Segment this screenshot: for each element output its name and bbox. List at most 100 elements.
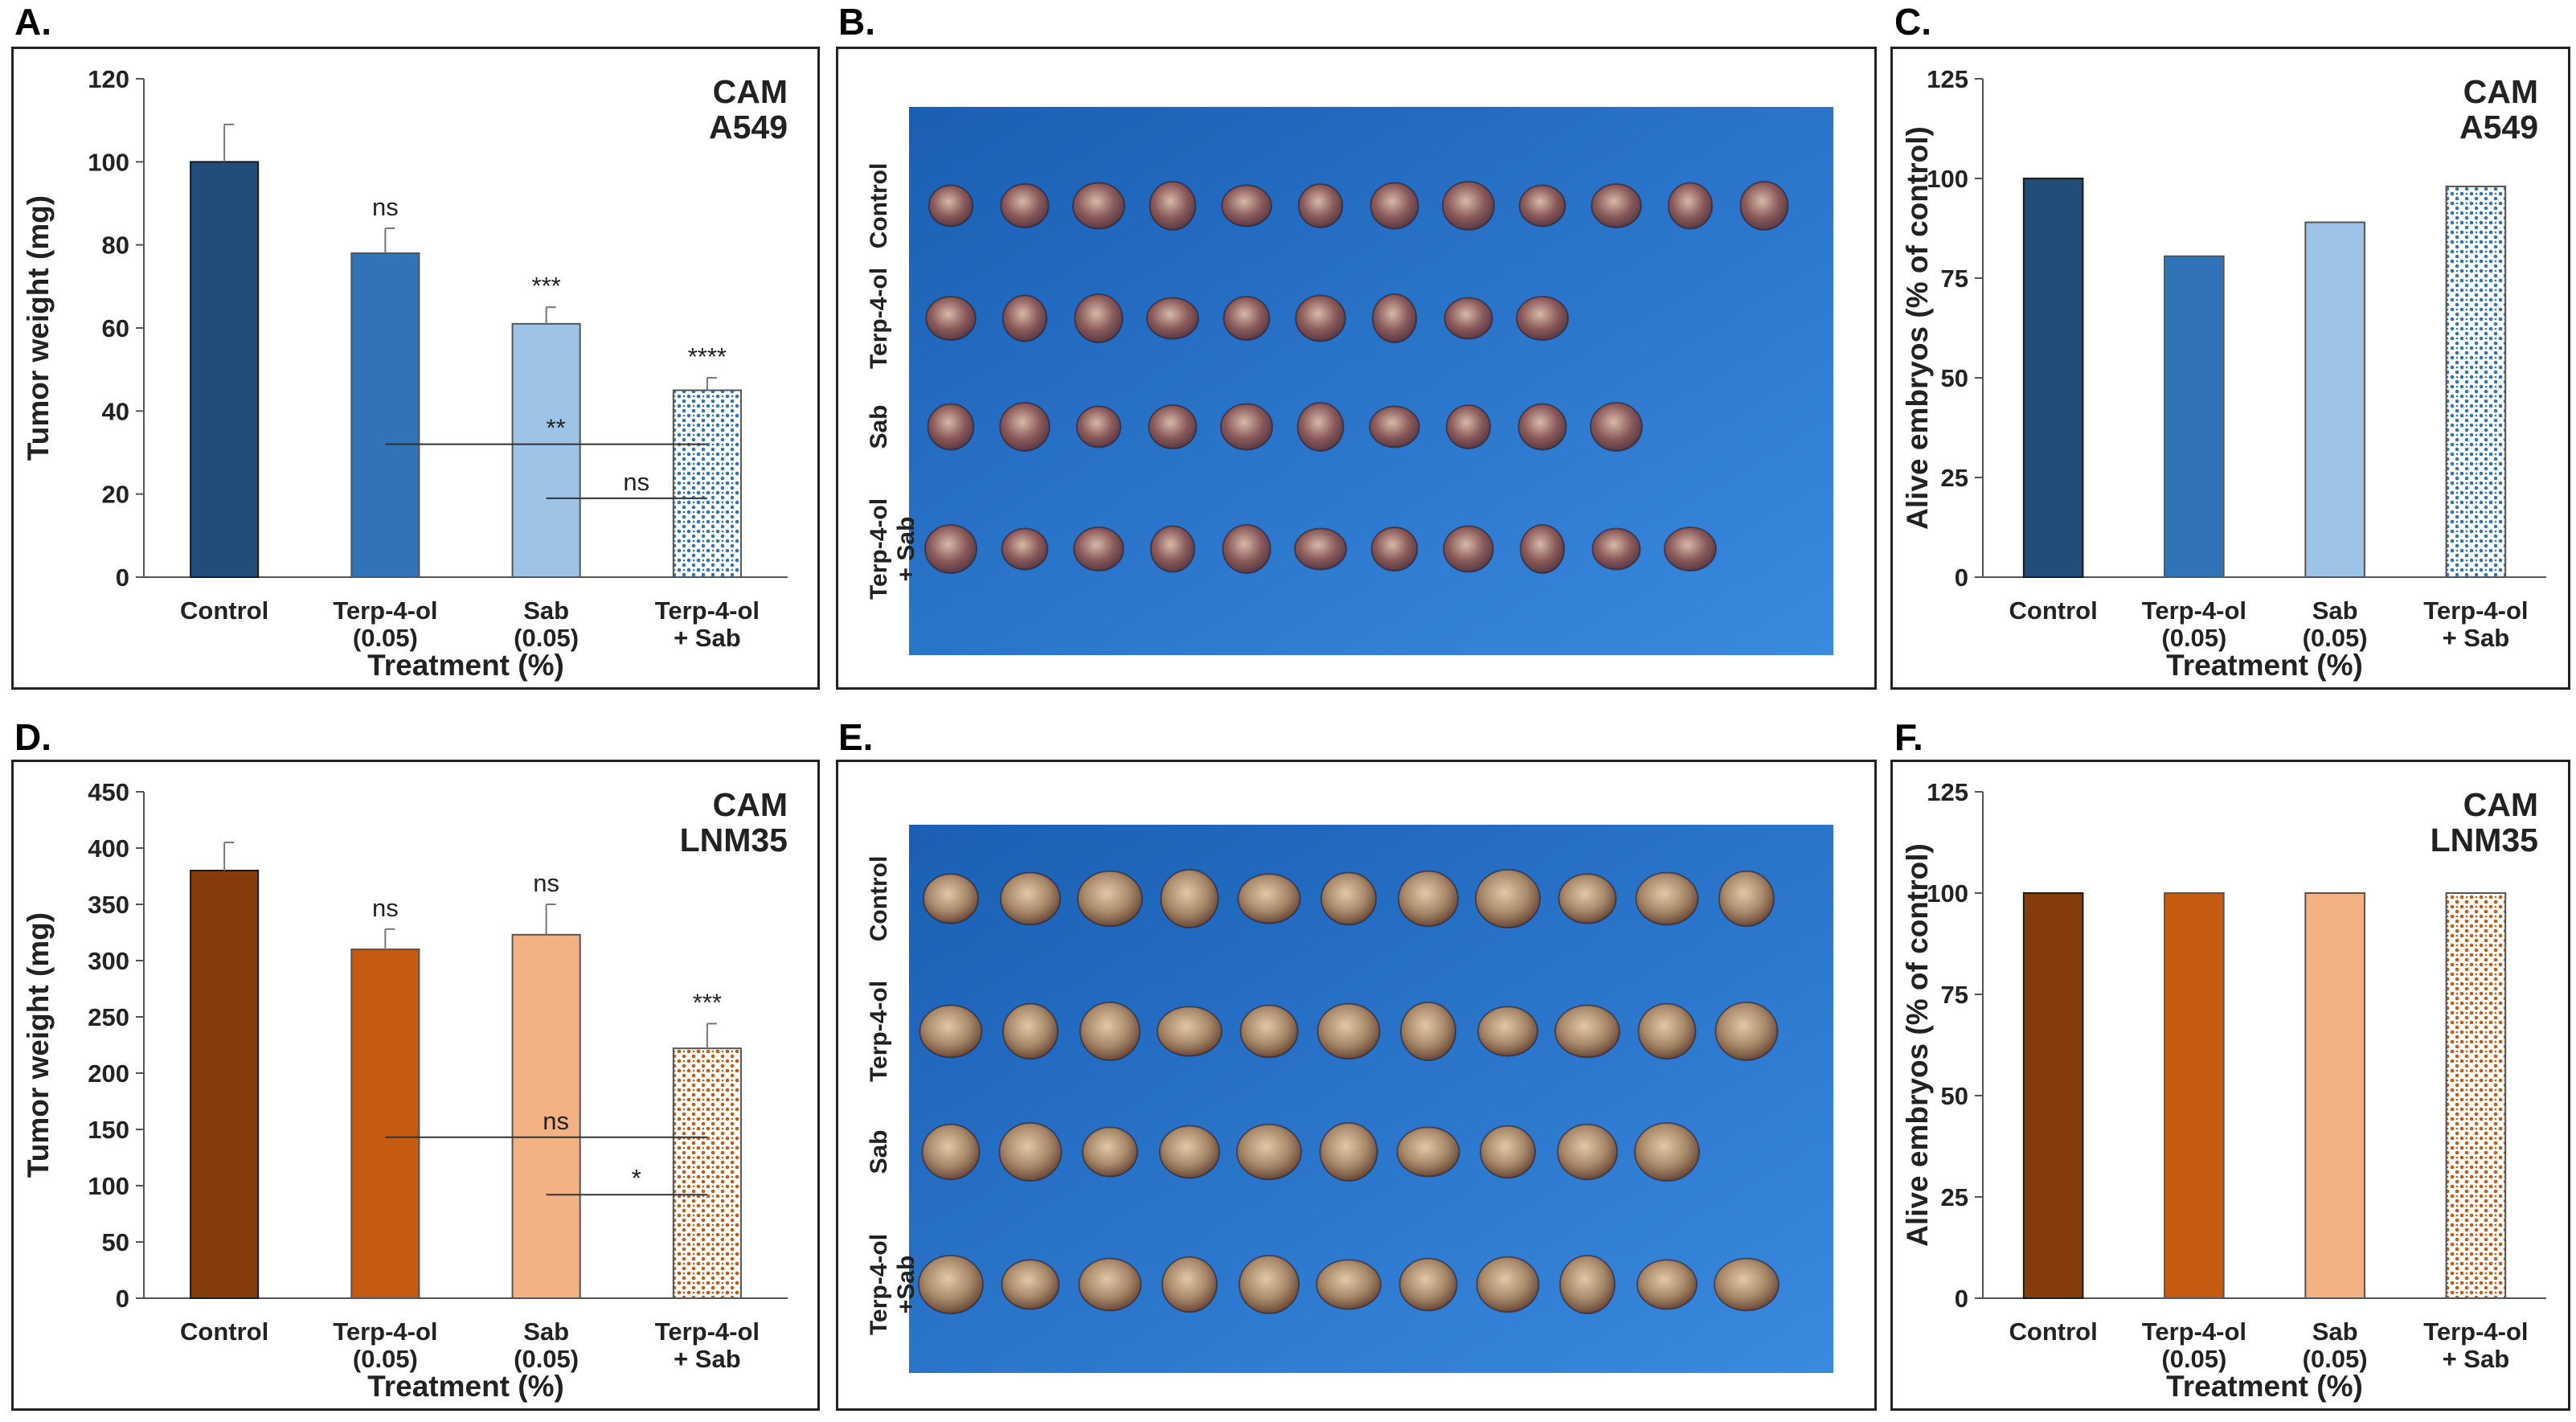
y-tick-label: 0 (1955, 563, 1968, 592)
tumor-sample (923, 873, 979, 924)
tumor-sample (1079, 1002, 1141, 1061)
tumor-sample (1635, 871, 1699, 926)
y-tick-label: 50 (1941, 364, 1968, 392)
chart-title: CAM A549 (2459, 73, 2538, 145)
tumor-sample (1074, 293, 1124, 343)
tumor-sample (1319, 1122, 1378, 1182)
tumor-sample (1082, 1126, 1138, 1178)
row-label: Control (866, 856, 892, 942)
x-axis-title: Treatment (%) (2166, 649, 2363, 682)
significance-label: ns (533, 869, 559, 897)
tumor-sample (1370, 182, 1419, 230)
x-tick-label: Sab (0.05) (514, 1318, 579, 1373)
panel-label-d: D. (14, 716, 51, 758)
x-tick-label: Terp-4-ol + Sab (655, 1318, 760, 1373)
tumor-sample (1297, 183, 1344, 228)
tumor-sample (1075, 405, 1122, 449)
y-tick-label: 40 (102, 397, 129, 425)
tumor-sample (1296, 402, 1345, 452)
row-label: Sab (866, 404, 892, 449)
x-tick-label: Sab (0.05) (2303, 596, 2368, 652)
photo-panel-e: Control Terp-4-ol Sab Terp-4-ol+Sab (836, 760, 1877, 1411)
tumor-sample (918, 1255, 984, 1314)
x-axis-title: Treatment (%) (367, 649, 564, 682)
y-tick-label: 250 (88, 1003, 129, 1031)
tumor-sample (1236, 1123, 1302, 1181)
x-tick-label: Control (2009, 596, 2098, 625)
tumor-sample (928, 184, 974, 227)
tumor-sample (1718, 870, 1775, 928)
y-tick-label: 50 (102, 1228, 129, 1256)
row-label: Control (866, 163, 892, 249)
chart-title: CAM LNM35 (2431, 786, 2538, 859)
x-tick-label: Control (180, 1318, 268, 1346)
y-tick-label: 100 (88, 148, 129, 176)
significance-label: **** (688, 342, 727, 371)
tumor-sample (1559, 1255, 1616, 1314)
chart-title: CAM LNM35 (680, 786, 788, 859)
tumor-sample (1001, 1259, 1060, 1310)
row-label: Terp-4-ol+ Sab (866, 498, 919, 600)
x-tick-label: Sab (0.05) (514, 596, 579, 652)
tumor-sample (1000, 871, 1061, 926)
tumor-sample (1222, 296, 1271, 341)
tumor-sample (1222, 524, 1272, 574)
tumor-sample (1239, 1255, 1300, 1314)
tumor-sample (1220, 403, 1273, 451)
tumor-sample (1591, 183, 1642, 228)
tumor-sample (1072, 182, 1125, 230)
comparison-label: ns (623, 468, 649, 496)
tumor-sample (1664, 527, 1717, 572)
significance-label: ns (372, 894, 399, 922)
bar (2022, 892, 2084, 1299)
tumor-sample (1295, 294, 1346, 342)
photo-panel-b: Control Terp-4-ol Sab Terp-4-ol+ Sab (836, 47, 1877, 690)
tumor-sample (1321, 871, 1377, 926)
x-tick-label: Control (180, 596, 268, 625)
y-tick-label: 80 (102, 232, 129, 260)
x-tick-label: Terp-4-ol + Sab (655, 596, 760, 652)
tumor-sample (1148, 404, 1198, 449)
y-tick-label: 0 (1955, 1285, 1968, 1313)
y-tick-label: 450 (88, 778, 129, 806)
panel-label-e: E. (838, 716, 874, 758)
bar (672, 389, 742, 578)
tumor-sample (1714, 1257, 1779, 1312)
tumor-sample (1000, 183, 1050, 228)
significance-label: *** (693, 988, 722, 1016)
tumor-sample (1400, 1002, 1456, 1061)
tumor-sample (1371, 293, 1418, 343)
y-tick-label: 125 (1927, 65, 1968, 93)
tumor-sample (1149, 525, 1196, 573)
tumor-sample (1370, 527, 1419, 572)
bar (190, 870, 260, 1299)
tumor-sample (1518, 184, 1566, 227)
row-label: Terp-4-ol+Sab (866, 1234, 919, 1335)
tumor-sample (1159, 1125, 1220, 1179)
x-tick-label: Terp-4-ol (0.05) (2142, 1318, 2246, 1373)
chart-title: CAM A549 (709, 73, 788, 145)
tumor-sample (1001, 294, 1048, 342)
tumor-sample (1442, 181, 1495, 231)
x-tick-label: Terp-4-ol (0.05) (333, 1318, 437, 1373)
tumor-sample (919, 1004, 983, 1059)
bar (2445, 892, 2507, 1299)
tumor-sample (1001, 527, 1049, 571)
y-tick-label: 20 (102, 481, 129, 509)
tumor-sample (1445, 404, 1492, 449)
tumor-sample (921, 1123, 981, 1181)
panel-label-c: C. (1894, 1, 1931, 43)
x-tick-label: Terp-4-ol + Sab (2423, 1318, 2528, 1373)
tumor-sample (1558, 873, 1617, 924)
y-axis-title: Tumor weight (mg) (22, 195, 55, 461)
bar (2445, 185, 2507, 578)
tumor-sample (1239, 1004, 1299, 1059)
tumor-sample (1444, 297, 1493, 340)
y-tick-label: 50 (1941, 1082, 1968, 1110)
tumor-sample (1077, 870, 1143, 928)
tumor-sample (1317, 1002, 1381, 1060)
tumor-sample (1591, 527, 1641, 571)
y-tick-label: 350 (88, 891, 129, 919)
tumor-sample (1475, 869, 1541, 928)
x-axis-title: Treatment (%) (2166, 1370, 2363, 1403)
